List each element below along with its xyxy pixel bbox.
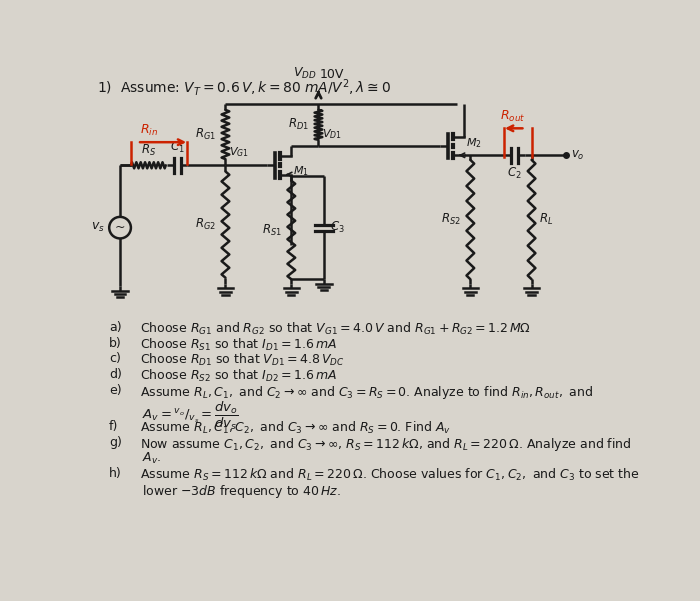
- Text: Assume $R_L, C_1, C_2,$ and $C_3 \to \infty$ and $R_S = 0$. Find $A_v$: Assume $R_L, C_1, C_2,$ and $C_3 \to \in…: [140, 419, 452, 436]
- Text: $v_o$: $v_o$: [571, 148, 584, 162]
- Text: $R_S$: $R_S$: [141, 142, 156, 157]
- Text: Assume $R_S = 112\,k\Omega$ and $R_L = 220\,\Omega$. Choose values for $C_1, C_2: Assume $R_S = 112\,k\Omega$ and $R_L = 2…: [140, 467, 640, 483]
- Text: Choose $R_{G1}$ and $R_{G2}$ so that $V_{G1} = 4.0\,V$ and $R_{G1} + R_{G2} = 1.: Choose $R_{G1}$ and $R_{G2}$ so that $V_…: [140, 321, 531, 337]
- Text: $R_{out}$: $R_{out}$: [500, 109, 526, 124]
- Text: e): e): [109, 384, 122, 397]
- Text: $M_1$: $M_1$: [293, 165, 309, 178]
- Text: d): d): [109, 368, 122, 381]
- Text: $C_1$: $C_1$: [170, 139, 185, 154]
- Text: g): g): [109, 436, 122, 448]
- Text: ~: ~: [115, 221, 125, 234]
- Text: a): a): [109, 321, 122, 334]
- Text: Now assume $C_1, C_2,$ and $C_3 \to \infty$, $R_S = 112\,k\Omega$, and $R_L = 22: Now assume $C_1, C_2,$ and $C_3 \to \inf…: [140, 436, 632, 453]
- Text: $R_{in}$: $R_{in}$: [140, 123, 158, 138]
- Text: $A_v$.: $A_v$.: [141, 451, 161, 466]
- Text: Choose $R_{D1}$ so that $V_{D1} = 4.8\,V_{DC}$: Choose $R_{D1}$ so that $V_{D1} = 4.8\,V…: [140, 352, 344, 368]
- Text: $A_v = {}^{v_o}/_{v_s} = \dfrac{dv_o}{dv_s}$: $A_v = {}^{v_o}/_{v_s} = \dfrac{dv_o}{dv…: [141, 400, 239, 432]
- Text: lower $-3dB$ frequency to $40\,Hz$.: lower $-3dB$ frequency to $40\,Hz$.: [141, 483, 341, 500]
- Text: $R_{G1}$: $R_{G1}$: [195, 127, 216, 142]
- Text: $V_{D1}$: $V_{D1}$: [321, 127, 342, 141]
- Text: $R_{S2}$: $R_{S2}$: [441, 212, 461, 227]
- Text: f): f): [109, 419, 118, 433]
- Text: $R_{D1}$: $R_{D1}$: [288, 117, 309, 132]
- Text: $R_{S1}$: $R_{S1}$: [262, 222, 282, 237]
- Text: b): b): [109, 337, 122, 350]
- Text: $M_2$: $M_2$: [466, 136, 482, 150]
- Text: $V_{G1}$: $V_{G1}$: [228, 145, 248, 159]
- Text: h): h): [109, 467, 122, 480]
- Text: 10V: 10V: [320, 67, 344, 81]
- Text: $R_L$: $R_L$: [539, 212, 554, 227]
- Text: $V_{DD}$: $V_{DD}$: [293, 66, 316, 81]
- Text: $v_s$: $v_s$: [91, 221, 104, 234]
- Text: Choose $R_{S1}$ so that $I_{D1} = 1.6\,mA$: Choose $R_{S1}$ so that $I_{D1} = 1.6\,m…: [140, 337, 337, 353]
- Text: Choose $R_{S2}$ so that $I_{D2} = 1.6\,mA$: Choose $R_{S2}$ so that $I_{D2} = 1.6\,m…: [140, 368, 337, 384]
- Text: Assume $R_L, C_1,$ and $C_2 \to \infty$ and $C_3 = R_S = 0$. Analyze to find $R_: Assume $R_L, C_1,$ and $C_2 \to \infty$ …: [140, 384, 593, 401]
- Text: $C_3$: $C_3$: [330, 220, 345, 235]
- Text: $C_2$: $C_2$: [508, 166, 522, 181]
- Text: 1)  Assume: $V_T = 0.6\,V, k = 80\;mA/V^2, \lambda \cong 0$: 1) Assume: $V_T = 0.6\,V, k = 80\;mA/V^2…: [97, 77, 391, 98]
- Text: c): c): [109, 352, 121, 365]
- Text: $R_{G2}$: $R_{G2}$: [195, 217, 216, 232]
